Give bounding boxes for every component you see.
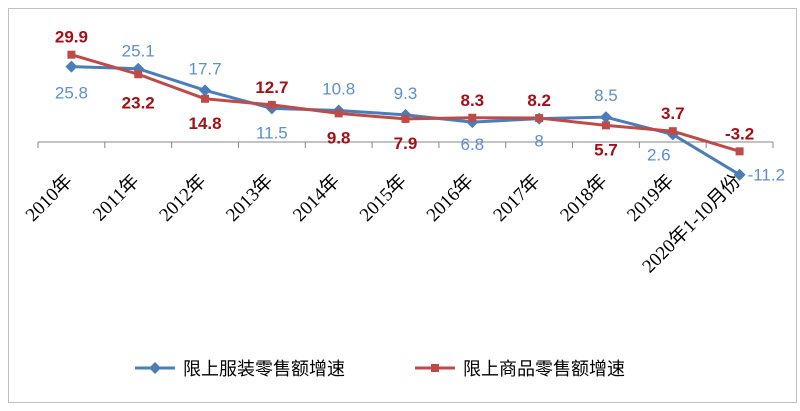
series-2-marker: [468, 113, 477, 122]
data-label: 8.3: [460, 91, 484, 110]
data-label: 17.7: [188, 59, 221, 78]
x-tick-label: 2013年: [222, 170, 278, 226]
data-label: 29.9: [55, 28, 88, 47]
data-label: 25.8: [55, 84, 88, 103]
data-label: 3.7: [661, 104, 685, 123]
series-1-marker: [733, 168, 746, 181]
x-tick-label: 2012年: [155, 170, 211, 226]
data-label: 11.5: [256, 123, 288, 142]
data-label: 8.2: [527, 91, 551, 110]
legend-label: 限上商品零售额增速: [463, 359, 625, 380]
chart-border: [8, 8, 797, 403]
series-2-marker: [668, 127, 677, 136]
x-tick-label: 2019年: [622, 170, 678, 226]
series-2-marker: [601, 121, 610, 130]
series-2-marker: [201, 94, 210, 103]
data-label: 8.5: [594, 86, 618, 105]
series-2-marker: [535, 114, 544, 123]
legend-square-marker: [431, 364, 439, 372]
data-label: -3.2: [725, 124, 754, 143]
x-tick-label: 2015年: [355, 170, 411, 226]
data-label: 6.8: [460, 135, 484, 154]
data-label: 10.8: [322, 79, 355, 98]
x-tick-label: 2017年: [489, 170, 545, 226]
series-2-marker: [401, 114, 410, 123]
data-label: 9.3: [394, 84, 418, 103]
series-1-marker: [199, 84, 212, 97]
legend-label: 限上服装零售额增速: [183, 359, 345, 380]
data-label: 23.2: [122, 93, 155, 112]
series-1-marker: [65, 60, 78, 73]
data-label: 14.8: [188, 114, 221, 133]
data-label: 8: [534, 132, 543, 151]
series-1-marker: [599, 111, 612, 124]
data-label: 12.7: [255, 78, 288, 97]
series-2-marker: [334, 109, 343, 118]
x-tick-label: 2010年: [21, 170, 77, 226]
data-label: 9.8: [327, 128, 351, 147]
series-2-marker: [267, 100, 276, 109]
x-tick-label: 2014年: [288, 170, 344, 226]
series-2-marker: [134, 70, 143, 79]
x-tick-label: 2011年: [88, 170, 143, 225]
data-label: 25.1: [122, 42, 155, 61]
data-label: 5.7: [594, 140, 618, 159]
x-tick-label: 2016年: [422, 170, 478, 226]
legend-diamond-marker: [149, 362, 161, 374]
series-2-marker: [735, 147, 744, 156]
data-label: 2.6: [647, 145, 671, 164]
data-label: -11.2: [748, 166, 786, 185]
x-tick-label: 2018年: [556, 170, 612, 226]
data-label: 7.9: [394, 134, 418, 153]
series-2-marker: [67, 50, 76, 59]
